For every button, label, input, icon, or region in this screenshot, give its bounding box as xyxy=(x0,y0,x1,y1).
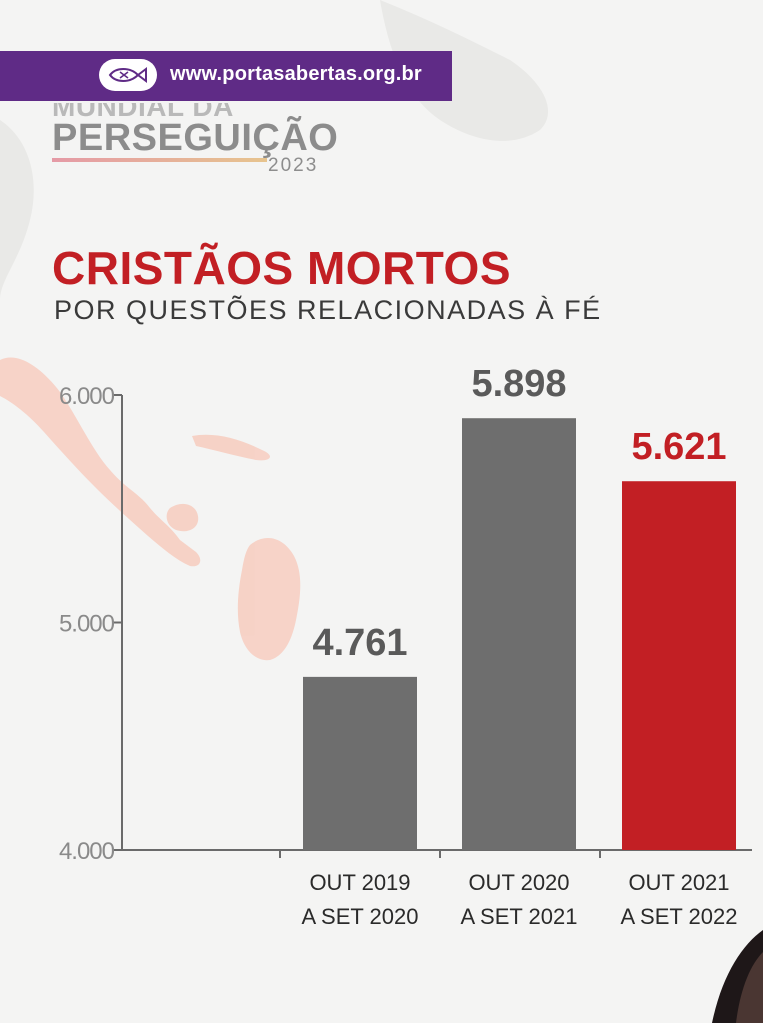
x-category-label: OUT 2019 xyxy=(309,870,410,895)
website-url[interactable]: www.portasabertas.org.br xyxy=(170,63,422,85)
bar-value-label: 5.898 xyxy=(471,363,566,405)
brand-line-2: PERSEGUIÇÃO xyxy=(52,117,339,159)
bar xyxy=(462,418,576,850)
brand-line-1: MUNDIAL DA xyxy=(52,91,234,122)
bar-value-label: 5.621 xyxy=(631,426,726,468)
bar-value-label: 4.761 xyxy=(312,622,407,664)
brand-gradient-rule xyxy=(52,158,267,162)
bar xyxy=(303,676,417,850)
fish-icon xyxy=(108,67,147,83)
x-category-label: A SET 2021 xyxy=(460,904,577,929)
chart-title: CRISTÃOS MORTOS xyxy=(52,242,512,294)
central-america-shape xyxy=(0,357,201,567)
brand-lockup: MUNDIAL DA PERSEGUIÇÃO 2023 xyxy=(52,99,342,181)
y-tick-label: 4.000 xyxy=(59,838,115,865)
x-category-label: OUT 2020 xyxy=(468,870,569,895)
land-shape-left xyxy=(0,120,34,300)
land-shape-top xyxy=(380,0,549,141)
portas-abertas-logo xyxy=(99,59,157,91)
colombia-shape xyxy=(237,538,301,661)
y-tick-label: 5.000 xyxy=(59,611,115,638)
y-tick-label: 6.000 xyxy=(59,383,115,410)
x-category-label: A SET 2022 xyxy=(620,904,737,929)
x-category-label: A SET 2020 xyxy=(301,904,418,929)
bar xyxy=(622,481,736,850)
island-shape xyxy=(166,503,199,532)
url-banner[interactable]: www.portasabertas.org.br xyxy=(0,51,452,101)
x-category-label: OUT 2021 xyxy=(628,870,729,895)
chart-subtitle: POR QUESTÕES RELACIONADAS À FÉ xyxy=(54,295,602,325)
caribbean-shape xyxy=(192,434,270,461)
brand-year: 2023 xyxy=(268,155,319,176)
